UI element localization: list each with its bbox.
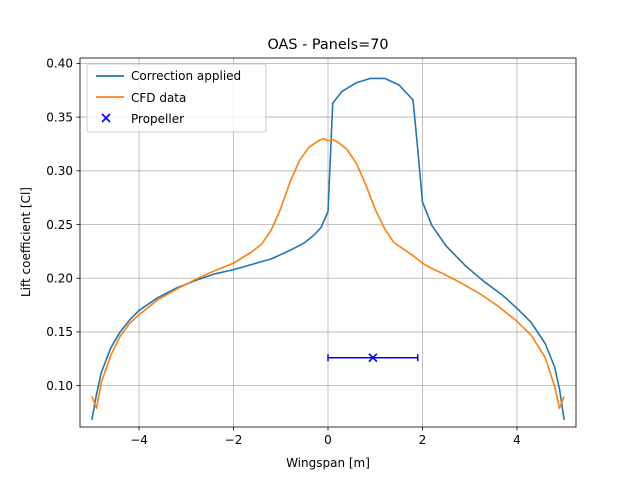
x-tick-label: 0 [324,433,332,447]
y-tick-label: 0.10 [46,379,73,393]
legend-label-correction-applied: Correction applied [131,69,241,83]
y-tick-label: 0.30 [46,164,73,178]
x-tick-label: −4 [130,433,148,447]
legend-swatch-propeller [101,113,111,123]
legend-marker-propeller [101,113,111,123]
x-axis-ticks: −4 −2 0 2 4 [130,427,521,447]
y-tick-label: 0.35 [46,110,73,124]
plot-series [91,77,565,421]
x-tick-label: 4 [513,433,521,447]
y-axis-ticks: 0.10 0.15 0.20 0.25 0.30 0.35 0.40 [46,57,80,393]
x-tick-label: −2 [225,433,243,447]
legend-label-propeller: Propeller [131,112,184,126]
x-tick-label: 2 [419,433,427,447]
y-tick-label: 0.40 [46,57,73,71]
y-tick-label: 0.20 [46,272,73,286]
chart-title: OAS - Panels=70 [267,37,388,53]
series-line-1 [91,137,565,410]
legend-label-cfd-data: CFD data [131,91,186,105]
legend: Correction applied CFD data Propeller [86,63,267,133]
y-tick-label: 0.15 [46,325,73,339]
legend-box [86,63,267,133]
y-axis-label: Lift coefficient [Cl] [19,187,33,297]
x-axis-label: Wingspan [m] [286,456,370,470]
series-line-0 [91,77,565,421]
grid-lines [80,58,576,427]
y-tick-label: 0.25 [46,218,73,232]
propeller-point [368,353,378,363]
